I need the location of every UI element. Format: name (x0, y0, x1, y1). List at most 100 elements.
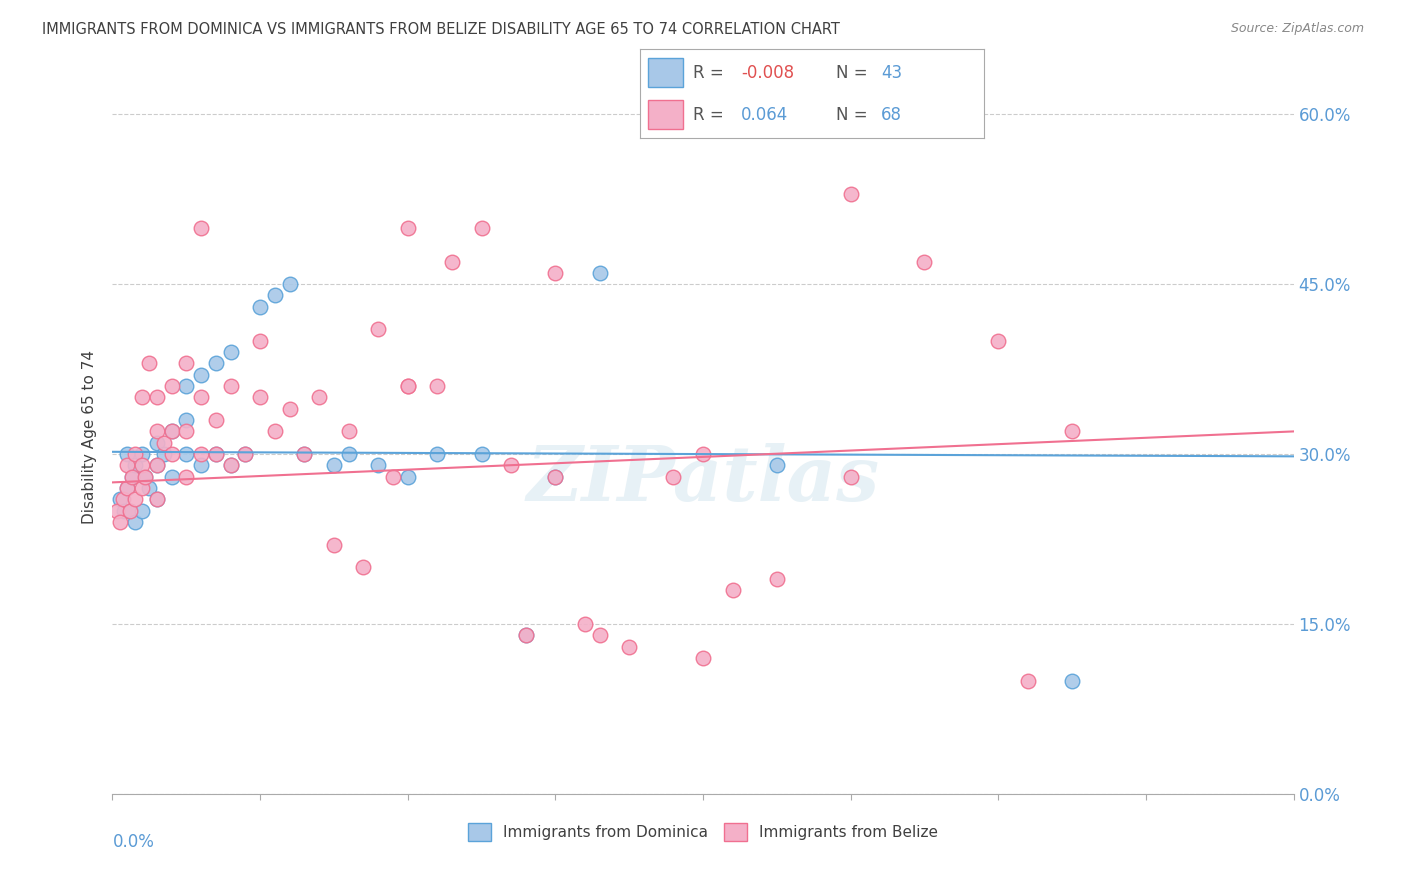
Point (111, 492, 134, 507)
Point (174, 413, 197, 427)
Point (205, 413, 228, 427)
Point (174, 447, 197, 461)
Point (278, 401, 301, 416)
Point (692, 447, 714, 461)
Point (174, 356, 197, 370)
Point (146, 435, 169, 450)
Point (219, 345, 242, 359)
Point (160, 469, 183, 483)
Point (471, 220, 494, 235)
Point (292, 447, 315, 461)
Point (124, 492, 146, 507)
Point (190, 368, 212, 382)
Point (426, 379, 449, 393)
Point (205, 447, 228, 461)
Text: 0.0%: 0.0% (112, 833, 155, 851)
Point (308, 391, 330, 405)
Point (131, 447, 153, 461)
Text: 43: 43 (880, 63, 903, 82)
Point (124, 458, 146, 473)
Point (121, 469, 143, 483)
Point (544, 469, 567, 483)
Point (105, 504, 128, 518)
Point (544, 266, 567, 280)
Point (146, 425, 169, 439)
Point (124, 447, 146, 461)
Point (138, 481, 160, 495)
Bar (648, 58, 683, 87)
Point (839, 186, 862, 201)
Point (138, 356, 160, 370)
Point (233, 447, 256, 461)
Point (337, 447, 360, 461)
Point (544, 469, 567, 483)
Point (190, 447, 212, 461)
Point (1017, 673, 1039, 688)
Point (219, 458, 242, 473)
Point (574, 617, 596, 632)
Point (153, 435, 176, 450)
Point (501, 458, 523, 473)
Text: N =: N = (837, 105, 873, 124)
Point (117, 481, 138, 495)
Point (515, 628, 537, 642)
Point (588, 628, 610, 642)
Point (249, 300, 271, 314)
Text: R =: R = (693, 105, 734, 124)
Text: N =: N = (837, 63, 873, 82)
Point (1062, 425, 1084, 439)
Point (117, 458, 138, 473)
Point (190, 391, 212, 405)
Point (396, 379, 419, 393)
Point (153, 447, 176, 461)
Text: -0.008: -0.008 (741, 63, 794, 82)
Point (692, 651, 714, 665)
Point (205, 447, 228, 461)
Point (914, 254, 936, 268)
Point (249, 391, 271, 405)
Point (588, 266, 610, 280)
Point (146, 458, 169, 473)
Text: 68: 68 (880, 105, 901, 124)
Point (108, 492, 131, 507)
Point (839, 469, 862, 483)
Legend: Immigrants from Dominica, Immigrants from Belize: Immigrants from Dominica, Immigrants fro… (463, 817, 943, 847)
Point (120, 504, 142, 518)
Point (264, 288, 287, 302)
Point (108, 515, 131, 529)
Point (117, 481, 138, 495)
Point (426, 447, 449, 461)
Point (323, 538, 346, 552)
Point (174, 425, 197, 439)
Point (337, 425, 360, 439)
Point (146, 492, 169, 507)
Point (160, 425, 183, 439)
Y-axis label: Disability Age 65 to 74: Disability Age 65 to 74 (82, 350, 97, 524)
Point (146, 458, 169, 473)
Point (131, 481, 153, 495)
Point (721, 582, 744, 597)
Text: ZIPatlas: ZIPatlas (526, 443, 880, 516)
Point (120, 504, 142, 518)
Point (233, 447, 256, 461)
Point (292, 447, 315, 461)
Point (160, 447, 183, 461)
Point (205, 356, 228, 370)
Bar (648, 100, 683, 129)
Point (134, 469, 156, 483)
Point (1062, 673, 1084, 688)
Point (396, 220, 419, 235)
Point (124, 515, 146, 529)
Point (131, 504, 153, 518)
Point (121, 469, 143, 483)
Point (190, 458, 212, 473)
Point (367, 322, 389, 336)
Point (471, 447, 494, 461)
Point (396, 379, 419, 393)
Point (190, 220, 212, 235)
Point (323, 458, 346, 473)
Text: Source: ZipAtlas.com: Source: ZipAtlas.com (1230, 22, 1364, 36)
Point (134, 469, 156, 483)
Point (987, 334, 1010, 348)
Text: IMMIGRANTS FROM DOMINICA VS IMMIGRANTS FROM BELIZE DISABILITY AGE 65 TO 74 CORRE: IMMIGRANTS FROM DOMINICA VS IMMIGRANTS F… (42, 22, 839, 37)
